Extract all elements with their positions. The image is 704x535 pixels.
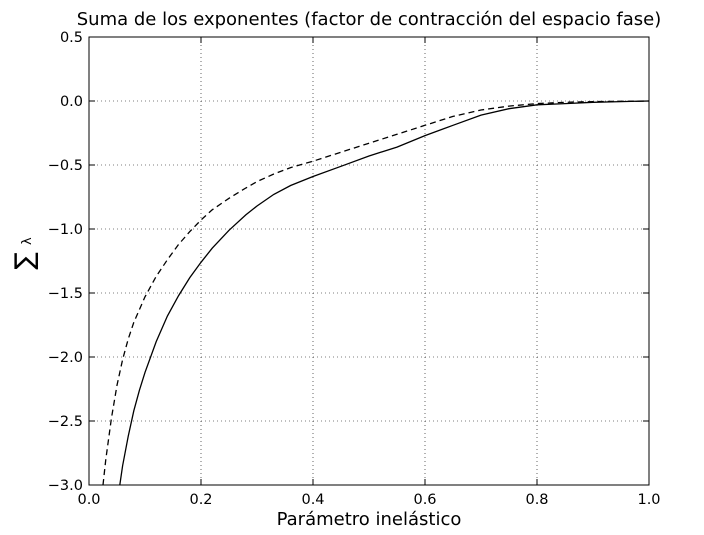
axis-ticks: 0.0 0.2 0.4 0.6 0.8 1.0 −3.0 −2.5 −2.0 −1.5 −1.0 −0… — [48, 30, 661, 508]
y-tick-label: −1.5 — [48, 286, 83, 302]
y-tick-label: 0.0 — [60, 94, 83, 110]
y-tick-label: −2.0 — [48, 350, 83, 366]
y-tick-label: −3.0 — [48, 478, 83, 494]
x-axis-label: Parámetro inelástico — [277, 509, 462, 530]
x-tick-label: 0.4 — [301, 492, 324, 508]
y-tick-label: 0.5 — [60, 30, 83, 46]
plot-frame — [88, 36, 650, 486]
grid-lines — [89, 37, 649, 485]
y-tick-label: −2.5 — [48, 414, 83, 430]
chart-title: Suma de los exponentes (factor de contra… — [77, 9, 661, 30]
series-group — [102, 100, 650, 486]
x-tick-label: 0.0 — [77, 492, 100, 508]
y-tick-label: −1.0 — [48, 222, 83, 238]
y-axis-label-lambda: λ — [20, 237, 35, 245]
series-solid-line — [119, 100, 650, 486]
y-axis-label: ∑ λ — [10, 237, 40, 270]
x-tick-label: 0.8 — [525, 492, 548, 508]
x-tick-label: 0.6 — [413, 492, 436, 508]
x-tick-label: 0.2 — [189, 492, 212, 508]
series-dashed-line — [102, 100, 650, 486]
y-tick-label: −0.5 — [48, 158, 83, 174]
y-axis-label-sum: ∑ — [10, 252, 40, 270]
x-tick-label: 1.0 — [637, 492, 660, 508]
